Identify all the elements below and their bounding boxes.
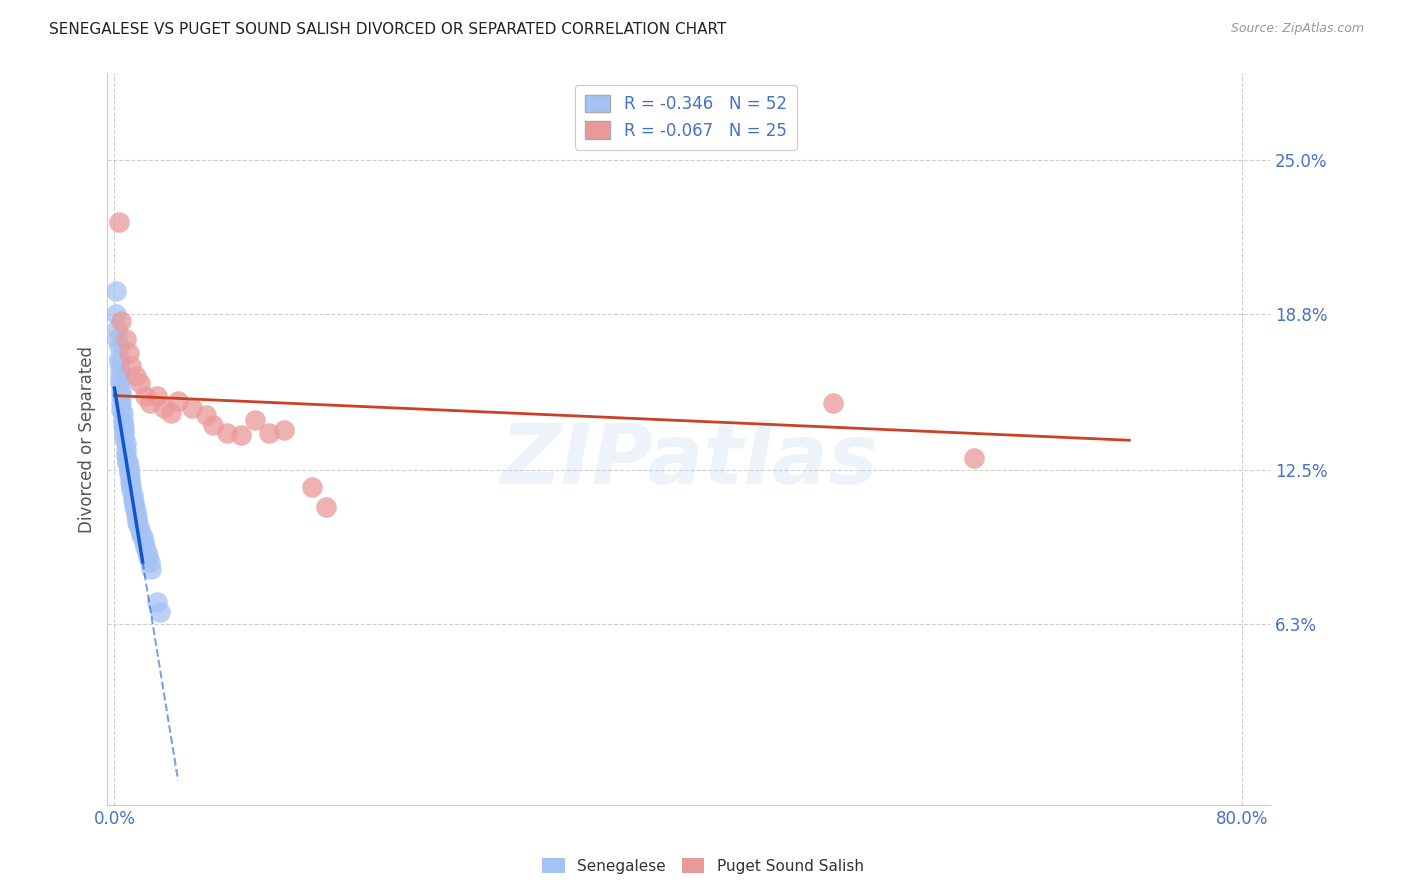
Point xyxy=(166,393,188,408)
Point xyxy=(105,332,128,346)
Point xyxy=(963,450,986,465)
Point xyxy=(112,421,135,435)
Point xyxy=(202,418,225,433)
Point xyxy=(117,458,139,472)
Point xyxy=(107,215,129,229)
Point xyxy=(122,495,145,509)
Point xyxy=(273,423,295,437)
Point xyxy=(195,409,218,423)
Point xyxy=(114,332,136,346)
Legend: R = -0.346   N = 52, R = -0.067   N = 25: R = -0.346 N = 52, R = -0.067 N = 25 xyxy=(575,85,797,150)
Point xyxy=(120,478,142,492)
Point xyxy=(112,431,135,445)
Point xyxy=(125,510,148,524)
Point xyxy=(121,488,143,502)
Point xyxy=(124,368,146,383)
Point xyxy=(259,425,281,440)
Point xyxy=(105,321,128,335)
Point xyxy=(112,425,135,440)
Point xyxy=(111,418,134,433)
Point xyxy=(104,307,127,321)
Point xyxy=(135,545,157,559)
Point xyxy=(124,502,146,516)
Y-axis label: Divorced or Separated: Divorced or Separated xyxy=(79,345,96,533)
Point xyxy=(122,500,145,515)
Point xyxy=(145,594,167,608)
Point xyxy=(124,508,146,522)
Point xyxy=(231,428,253,442)
Point xyxy=(118,475,141,490)
Point xyxy=(114,443,136,458)
Point xyxy=(111,413,134,427)
Text: ZIPatlas: ZIPatlas xyxy=(501,420,877,501)
Point xyxy=(138,555,160,569)
Point xyxy=(111,406,134,420)
Point xyxy=(159,406,181,420)
Point xyxy=(117,346,139,360)
Point xyxy=(136,549,159,564)
Point xyxy=(117,466,139,480)
Point xyxy=(129,527,152,541)
Point xyxy=(107,356,129,370)
Point xyxy=(120,483,142,497)
Point xyxy=(315,500,337,515)
Point xyxy=(107,339,129,353)
Point xyxy=(134,540,156,554)
Point xyxy=(127,517,149,532)
Point xyxy=(138,396,160,410)
Point xyxy=(108,364,131,378)
Point xyxy=(128,523,150,537)
Point xyxy=(134,388,156,402)
Point xyxy=(104,285,127,299)
Point xyxy=(115,453,138,467)
Point xyxy=(125,515,148,529)
Point xyxy=(118,470,141,484)
Point xyxy=(110,314,132,328)
Legend: Senegalese, Puget Sound Salish: Senegalese, Puget Sound Salish xyxy=(536,852,870,880)
Point xyxy=(145,388,167,402)
Point xyxy=(114,435,136,450)
Text: SENEGALESE VS PUGET SOUND SALISH DIVORCED OR SEPARATED CORRELATION CHART: SENEGALESE VS PUGET SOUND SALISH DIVORCE… xyxy=(49,22,727,37)
Point xyxy=(181,401,204,415)
Point xyxy=(110,396,132,410)
Point xyxy=(107,351,129,366)
Point xyxy=(139,562,162,576)
Text: Source: ZipAtlas.com: Source: ZipAtlas.com xyxy=(1230,22,1364,36)
Point xyxy=(108,376,131,391)
Point xyxy=(823,396,845,410)
Point xyxy=(132,535,155,549)
Point xyxy=(301,480,323,494)
Point xyxy=(152,401,174,415)
Point xyxy=(114,448,136,462)
Point xyxy=(245,413,267,427)
Point xyxy=(128,376,150,391)
Point xyxy=(108,371,131,385)
Point xyxy=(120,359,142,373)
Point xyxy=(110,388,132,402)
Point xyxy=(115,456,138,470)
Point xyxy=(117,463,139,477)
Point xyxy=(110,403,132,417)
Point xyxy=(131,530,153,544)
Point xyxy=(110,384,132,398)
Point xyxy=(148,605,170,619)
Point xyxy=(217,425,239,440)
Point xyxy=(121,492,143,507)
